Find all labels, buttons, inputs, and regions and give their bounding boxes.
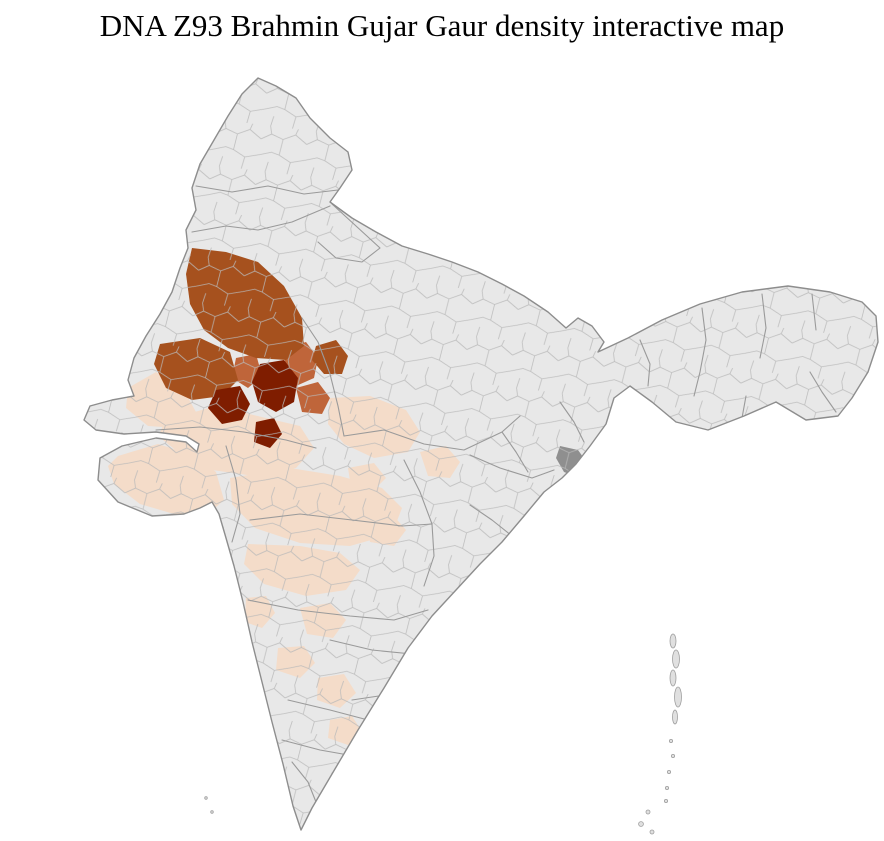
state-boundary-east: [469, 401, 585, 537]
island[interactable]: [672, 709, 678, 725]
island[interactable]: [669, 739, 674, 744]
choropleth-layer: [84, 78, 878, 830]
state-boundary-north: [191, 185, 381, 263]
state-boundary-central: [225, 445, 435, 587]
island[interactable]: [667, 770, 672, 775]
island[interactable]: [665, 786, 670, 791]
island[interactable]: [669, 669, 677, 687]
page-title: DNA Z93 Brahmin Gujar Gaur density inter…: [99, 8, 785, 43]
island[interactable]: [210, 810, 214, 814]
island[interactable]: [649, 829, 655, 835]
state-boundary-northeast: [639, 293, 837, 419]
state-boundary-rajasthan: [155, 317, 345, 449]
island[interactable]: [664, 799, 669, 804]
district-boundaries-texture: [84, 78, 878, 830]
island[interactable]: [671, 754, 676, 759]
state-boundary-up-bihar: [343, 415, 555, 479]
island[interactable]: [672, 649, 680, 669]
island[interactable]: [669, 633, 677, 649]
island[interactable]: [645, 809, 651, 815]
andaman-nicobar-islands[interactable]: [638, 633, 682, 835]
island[interactable]: [638, 821, 644, 827]
island[interactable]: [674, 686, 682, 708]
state-boundaries: [155, 185, 837, 803]
island[interactable]: [204, 796, 208, 800]
lakshadweep-islands[interactable]: [204, 796, 214, 814]
